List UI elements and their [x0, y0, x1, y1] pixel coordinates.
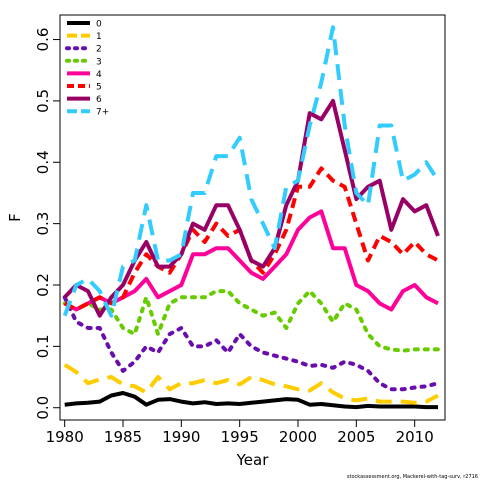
- series-line-7-plus: [62, 25, 440, 318]
- x-tick-label: 1990: [162, 428, 200, 446]
- x-tick-label: 1985: [104, 428, 142, 446]
- legend: 0 1 2 3 4 5 6 7+: [65, 20, 109, 118]
- series-layer: [62, 25, 440, 410]
- x-tick-label: 2000: [279, 428, 317, 446]
- x-tick-label: 1980: [46, 428, 84, 446]
- legend-label: 3: [96, 57, 102, 67]
- legend-label: 6: [96, 95, 102, 105]
- y-tick-label: 0.6: [34, 28, 52, 52]
- y-tick-label: 0.2: [34, 273, 52, 297]
- x-tick-label: 2010: [396, 428, 434, 446]
- series-line-6: [63, 98, 440, 318]
- y-axis: 0.0 0.1 0.2 0.3 0.4 0.5 0.6: [34, 28, 61, 420]
- y-tick-label: 0.5: [34, 89, 52, 113]
- y-tick-label: 0.0: [34, 396, 52, 420]
- y-tick-label: 0.4: [34, 150, 52, 174]
- footnote: stockassessment.org, Mackerel-with-tag-s…: [347, 474, 478, 480]
- legend-label: 7+: [96, 108, 109, 118]
- y-tick-label: 0.3: [34, 212, 52, 236]
- legend-label: 2: [96, 45, 102, 55]
- legend-label: 4: [96, 70, 102, 80]
- legend-label: 1: [96, 32, 102, 42]
- legend-label: 0: [96, 20, 102, 30]
- y-axis-title: F: [6, 213, 24, 222]
- series-line-2: [62, 295, 440, 392]
- series-line-0: [64, 391, 438, 410]
- series-line-4: [63, 209, 439, 312]
- legend-label: 5: [96, 83, 102, 93]
- x-tick-label: 1995: [221, 428, 259, 446]
- x-tick-label: 2005: [337, 428, 375, 446]
- series-line-3: [62, 289, 440, 353]
- y-tick-label: 0.1: [34, 334, 52, 358]
- x-axis-title: Year: [236, 451, 270, 469]
- x-axis: 1980 1985 1990 1995 2000 2005 2010: [46, 419, 434, 446]
